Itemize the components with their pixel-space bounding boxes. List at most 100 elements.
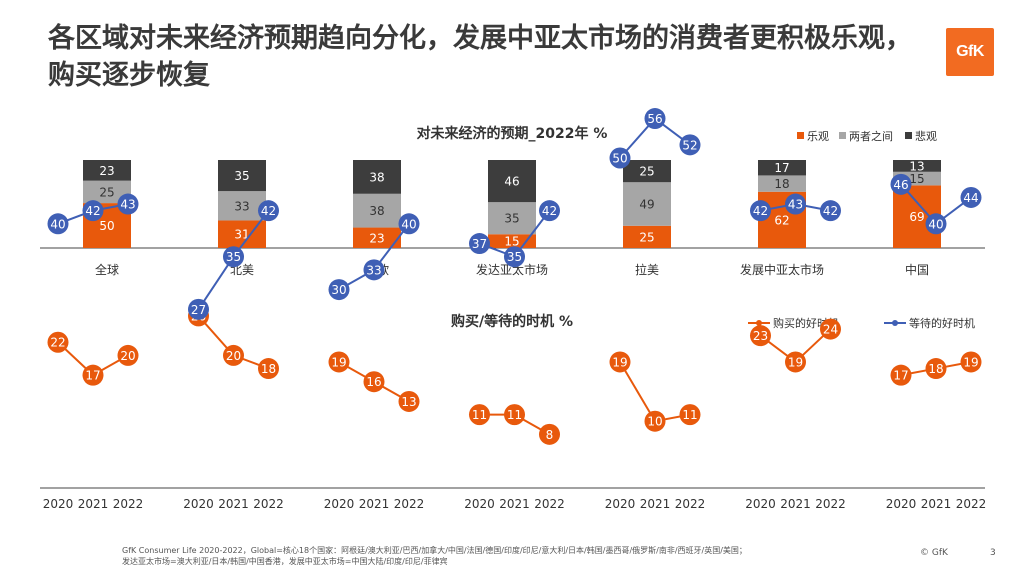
series-value-label: 8: [546, 428, 554, 442]
category-label: 拉美: [635, 262, 659, 277]
year-label: 2021: [78, 497, 109, 511]
series-marker: [82, 200, 104, 222]
series-marker: [469, 404, 490, 426]
series-value-label: 18: [261, 362, 276, 376]
page-number: 3: [990, 548, 996, 558]
footnote-line-2: 发达亚太市场=澳大利亚/日本/韩国/中国香港，发展中亚太市场=中国大陆/印度/印…: [122, 557, 448, 566]
series-value-label: 11: [472, 408, 487, 422]
series-value-label: 37: [472, 237, 487, 251]
series-value-label: 18: [928, 362, 943, 376]
series-value-label: 42: [85, 204, 100, 218]
bar-segment: [218, 160, 266, 192]
legend-swatch-1: [839, 132, 846, 139]
series-value-label: 46: [893, 178, 908, 192]
series-marker: [750, 200, 771, 222]
series-marker: [258, 358, 279, 380]
bar-segment: [758, 160, 806, 176]
series-marker: [644, 410, 666, 432]
series-value-label: 56: [647, 112, 662, 126]
series-marker: [188, 298, 209, 320]
series-value-label: 42: [261, 204, 276, 218]
bar-segment: [623, 225, 671, 248]
series-marker: [679, 134, 701, 156]
series-marker: [398, 390, 420, 412]
year-label: 2022: [956, 497, 987, 511]
series-value-label: 17: [85, 369, 100, 383]
bar-value-label: 38: [369, 170, 384, 184]
legend-label-0: 乐观: [807, 130, 829, 143]
legend-swatch-0: [797, 132, 804, 139]
bar-value-label: 49: [639, 198, 654, 212]
year-label: 2021: [218, 497, 249, 511]
series-marker: [223, 344, 244, 366]
year-label: 2021: [499, 497, 530, 511]
year-label: 2022: [253, 497, 284, 511]
series-value-label: 19: [612, 355, 627, 369]
series-value-label: 22: [50, 336, 65, 350]
bar-segment: [893, 160, 941, 172]
bar-segment: [758, 175, 806, 192]
series-value-label: 24: [823, 323, 838, 337]
series-value-label: 40: [928, 217, 943, 231]
series-value-label: 33: [366, 263, 381, 277]
series-value-label: 10: [647, 415, 662, 429]
category-label: 中国: [905, 262, 929, 277]
year-label: 2021: [921, 497, 952, 511]
series-value-label: 43: [788, 198, 803, 212]
series-value-label: 19: [331, 355, 346, 369]
bar-value-label: 46: [504, 175, 519, 189]
bar-value-label: 25: [639, 230, 654, 244]
year-label: 2020: [745, 497, 776, 511]
bar-value-label: 15: [504, 235, 519, 249]
series-value-label: 42: [753, 204, 768, 218]
series-marker: [820, 200, 841, 222]
bar-value-label: 13: [909, 159, 924, 173]
legend-label-1: 两者之间: [849, 129, 893, 143]
category-label: 发展中亚太市场: [740, 262, 824, 277]
series-marker: [750, 325, 771, 347]
series-value-label: 40: [50, 217, 65, 231]
series-value-label: 42: [823, 204, 838, 218]
series-marker: [469, 233, 490, 255]
series-marker: [644, 108, 666, 130]
bar-segment: [353, 227, 401, 248]
year-label: 2022: [534, 497, 565, 511]
bar-segment: [353, 160, 401, 194]
series-value-label: 44: [963, 191, 978, 205]
series-marker: [363, 259, 385, 281]
series-value-label: 19: [963, 355, 978, 369]
bar-value-label: 23: [369, 231, 384, 245]
bar-value-label: 18: [774, 177, 789, 191]
series-marker: [504, 404, 525, 426]
bar-segment: [83, 160, 131, 181]
line-legend-marker-1: [892, 320, 898, 326]
series-marker: [117, 344, 139, 366]
year-label: 2021: [359, 497, 390, 511]
bar-segment: [353, 193, 401, 228]
bar-value-label: 25: [99, 185, 114, 199]
year-label: 2020: [886, 497, 917, 511]
bar-segment: [488, 202, 536, 235]
series-marker: [679, 404, 701, 426]
series-marker: [117, 193, 139, 215]
series-marker: [398, 213, 420, 235]
series-marker: [890, 173, 912, 195]
bar-value-label: 35: [234, 169, 249, 183]
footnote-line-1: GfK Consumer Life 2020-2022，Global=核心18个…: [122, 546, 747, 555]
copyright: © GfK: [920, 548, 948, 558]
series-value-label: 40: [401, 217, 416, 231]
series-value-label: 19: [788, 355, 803, 369]
series-marker: [47, 213, 69, 235]
year-label: 2020: [605, 497, 636, 511]
bar-value-label: 38: [369, 204, 384, 218]
series-marker: [328, 351, 350, 373]
category-label: 发达亚太市场: [476, 262, 548, 277]
series-value-label: 27: [191, 303, 206, 317]
series-marker: [539, 423, 560, 445]
series-marker: [890, 364, 912, 386]
series-marker: [785, 193, 806, 215]
year-label: 2022: [113, 497, 144, 511]
line-legend-marker-0: [756, 320, 762, 326]
series-marker: [960, 351, 982, 373]
series-marker: [785, 351, 806, 373]
